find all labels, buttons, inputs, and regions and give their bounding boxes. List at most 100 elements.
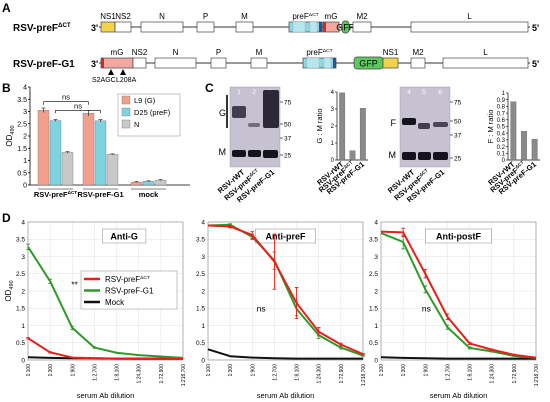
ytick-label: 1.5 xyxy=(369,306,378,313)
mw-marker: 25 xyxy=(454,156,462,163)
series-line xyxy=(207,224,364,356)
bar xyxy=(154,179,167,186)
ytick-label: 2 xyxy=(374,288,378,295)
ytick-label: 2 xyxy=(21,288,25,295)
gene-box xyxy=(210,57,227,69)
mutation-arrow-icon xyxy=(108,69,114,75)
gene-box xyxy=(154,57,197,69)
blot-band xyxy=(433,122,448,127)
panel-b-ytick-label: 3 xyxy=(23,109,27,116)
series-line xyxy=(27,337,183,360)
elisa-plot: 0 0.5 1 1.5 2 2.5 3 3.5 4 1:100 1:300 1:900 1:2,700 1… xyxy=(369,219,540,400)
significance-annotation: ns xyxy=(422,304,431,314)
series-line xyxy=(27,246,184,359)
bar xyxy=(94,120,107,186)
gene-label: mG xyxy=(325,12,338,21)
gene-box xyxy=(196,21,215,33)
ytick-label: 0.5 xyxy=(196,340,205,347)
ytick-label: 2.5 xyxy=(196,271,205,278)
category-label: RSV-preF-G1 xyxy=(77,190,123,199)
band-label: F xyxy=(391,118,397,128)
gene-box xyxy=(114,21,132,33)
category-label: mock xyxy=(139,190,159,199)
bar xyxy=(142,181,155,186)
gene-f-tm-segment xyxy=(319,22,322,32)
xtick-label: 1:2,700 xyxy=(92,364,98,381)
gene-box xyxy=(352,21,372,33)
lane-number: 4 xyxy=(407,89,411,96)
ytick-label: 3.5 xyxy=(369,237,378,244)
ytick-label: 1 xyxy=(201,323,205,330)
ratio-bar xyxy=(531,139,538,161)
panel-b-letter: B xyxy=(2,81,11,95)
plot-title: Anti-preF xyxy=(266,232,306,242)
xtick-label: 1:300 xyxy=(48,364,54,377)
panel-b-ytick-label: 2.5 xyxy=(17,121,27,128)
xtick-label: 1:24,300 xyxy=(490,364,496,384)
gene-box xyxy=(341,20,350,34)
gene-box xyxy=(235,21,254,33)
ytick-label: 2.5 xyxy=(16,271,25,278)
ytick-label: 1.5 xyxy=(16,306,25,313)
series-line xyxy=(380,230,537,359)
ytick-label: 3 xyxy=(21,254,25,261)
plot-title-box xyxy=(425,228,492,244)
category-label: RSV-preFΔCT xyxy=(34,190,77,199)
bar xyxy=(37,110,50,186)
xtick-label: 1:2,700 xyxy=(272,364,278,381)
bar xyxy=(82,113,95,186)
blot-band xyxy=(418,123,430,129)
plot-title: Anti-postF xyxy=(436,232,481,242)
ratio-ytick-label: 3 xyxy=(331,107,335,113)
mw-marker: 75 xyxy=(454,100,462,107)
panel-d-elisa-curves: 0 0.5 1 1.5 2 2.5 3 3.5 4 1:100 1:300 1:900 1:2,700 1… xyxy=(4,219,540,400)
gene-box xyxy=(382,57,399,69)
panel-c-letter: C xyxy=(205,81,214,95)
xtick-label: 1:900 xyxy=(423,364,429,377)
xtick-label: 1:900 xyxy=(70,364,76,377)
xtick-label: 1:24,300 xyxy=(317,364,323,384)
panel-b-ytick-label: 4 xyxy=(23,85,27,92)
panel-b-ylabel: OD490 xyxy=(5,125,16,146)
panel-b-ytick-label: 0 xyxy=(23,183,27,190)
xtick-label: 1:300 xyxy=(228,364,234,377)
ytick-label: 1 xyxy=(374,323,378,330)
legend-label: Mock xyxy=(105,298,125,307)
gene-label: L xyxy=(483,48,488,57)
gene-box xyxy=(132,57,147,69)
gene-box xyxy=(100,57,134,69)
ytick-label: 4 xyxy=(374,219,378,226)
ratio-ytick-label: 0.8 xyxy=(497,105,506,111)
gene-box xyxy=(442,57,529,69)
panel-b-bar-chart: 0 0.5 1 1.5 2 2.5 3 3.5 4 OD490 RSV-preFΔCT RSV-pre… xyxy=(5,85,190,199)
band-label: M xyxy=(389,150,397,160)
gene-label: N xyxy=(173,48,179,57)
ratio-ytick-label: 0 xyxy=(331,158,335,164)
xtick-label: 1:72,900 xyxy=(159,364,165,384)
gene-label: P xyxy=(216,48,221,57)
gene-label: GFP xyxy=(359,59,378,69)
gene-g-cyto-segment xyxy=(323,22,326,32)
band-label: M xyxy=(219,147,227,157)
gene-label: preFΔCT xyxy=(292,12,318,21)
significance-annotation: ** xyxy=(71,280,78,290)
mutation-label: S2AGC xyxy=(92,77,116,84)
xtick-label: 1:8,100 xyxy=(115,364,121,381)
gene-label: M2 xyxy=(356,12,368,21)
ratio-ylabel: F : M ratio xyxy=(486,110,495,144)
lane-number: 1 xyxy=(237,89,241,96)
plot-title-box xyxy=(102,228,147,244)
gene-f-stripe xyxy=(292,21,306,33)
ytick-label: 0 xyxy=(21,357,25,364)
legend-swatch xyxy=(121,107,131,117)
gene-label: NS1 xyxy=(383,48,399,57)
genome-name: RSV-preFΔCT xyxy=(13,22,71,34)
blot-band xyxy=(402,152,416,160)
xtick-label: 1:218,700 xyxy=(361,364,367,386)
ytick-label: 1.5 xyxy=(196,306,205,313)
panel-d-ylabel: OD490 xyxy=(4,280,15,301)
xtick-label: 1:72,900 xyxy=(512,364,518,384)
gene-label: L xyxy=(467,12,472,21)
